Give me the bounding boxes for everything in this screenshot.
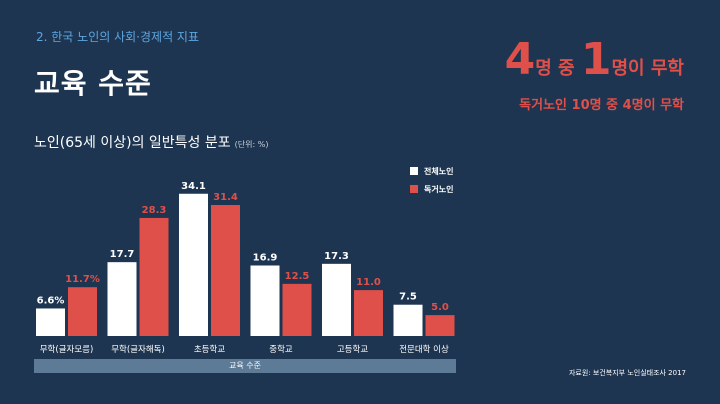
category-label-3: 중학교 bbox=[269, 344, 293, 355]
data-label-all-4: 17.3 bbox=[324, 251, 349, 262]
category-label-4: 고등학교 bbox=[337, 344, 368, 355]
headline-number-1: 1 bbox=[580, 34, 612, 85]
legend-item-alone: 독거노인 bbox=[410, 180, 453, 198]
headline-text-2: 명이 무학 bbox=[611, 58, 684, 79]
page-title: 교육 수준 bbox=[34, 67, 152, 100]
bar-alone-1 bbox=[139, 217, 169, 336]
legend-swatch-all bbox=[410, 167, 418, 175]
category-label-0: 무학(글자모름) bbox=[40, 344, 94, 355]
category-label-1: 무학(글자해독) bbox=[111, 344, 165, 355]
chart-title-text: 노인(65세 이상)의 일반특성 분포 bbox=[34, 135, 231, 151]
bar-alone-2 bbox=[211, 205, 240, 336]
data-label-alone-2: 31.4 bbox=[213, 192, 238, 203]
bar-all-2 bbox=[179, 193, 208, 336]
data-label-alone-0: 11.7% bbox=[65, 274, 100, 285]
headline: 4명 중 1명이 무학 bbox=[505, 38, 684, 82]
data-label-all-2: 34.1 bbox=[181, 181, 206, 192]
data-label-alone-1: 28.3 bbox=[142, 205, 167, 216]
legend-item-all: 전체노인 bbox=[410, 162, 453, 180]
data-label-all-0: 6.6% bbox=[37, 295, 65, 306]
category-label-5: 전문대학 이상 bbox=[399, 344, 449, 355]
legend-label-all: 전체노인 bbox=[424, 166, 454, 176]
sub-headline: 독거노인 10명 중 4명이 무학 bbox=[519, 98, 684, 113]
data-label-all-1: 17.7 bbox=[110, 249, 135, 260]
data-label-all-3: 16.9 bbox=[253, 253, 278, 264]
bar-alone-0 bbox=[68, 287, 97, 336]
bar-alone-4 bbox=[354, 290, 383, 336]
data-label-all-5: 7.5 bbox=[399, 292, 417, 303]
headline-number-4: 4 bbox=[504, 34, 536, 85]
bar-all-3 bbox=[250, 265, 280, 336]
legend-swatch-alone bbox=[410, 185, 418, 193]
legend-label-alone: 독거노인 bbox=[424, 184, 454, 194]
data-label-alone-4: 11.0 bbox=[356, 277, 381, 288]
x-axis-title: 교육 수준 bbox=[34, 359, 456, 373]
category-label-2: 초등학교 bbox=[194, 344, 225, 355]
chart-unit: (단위: %) bbox=[234, 140, 269, 149]
section-label: 2. 한국 노인의 사회·경제적 지표 bbox=[36, 30, 200, 44]
bar-all-4 bbox=[322, 263, 351, 336]
bar-all-5 bbox=[393, 304, 423, 336]
data-label-alone-5: 5.0 bbox=[431, 302, 449, 313]
chart-legend: 전체노인 독거노인 bbox=[410, 162, 453, 198]
data-label-alone-3: 12.5 bbox=[285, 271, 310, 282]
chart-title: 노인(65세 이상)의 일반특성 분포 (단위: %) bbox=[34, 132, 268, 152]
headline-text-1: 명 중 bbox=[535, 58, 581, 79]
bar-alone-5 bbox=[425, 315, 455, 336]
bar-alone-3 bbox=[282, 283, 312, 336]
bar-all-0 bbox=[36, 308, 65, 336]
source-note: 자료원: 보건복지부 노인실태조사 2017 bbox=[568, 369, 686, 377]
bar-all-1 bbox=[107, 262, 137, 336]
